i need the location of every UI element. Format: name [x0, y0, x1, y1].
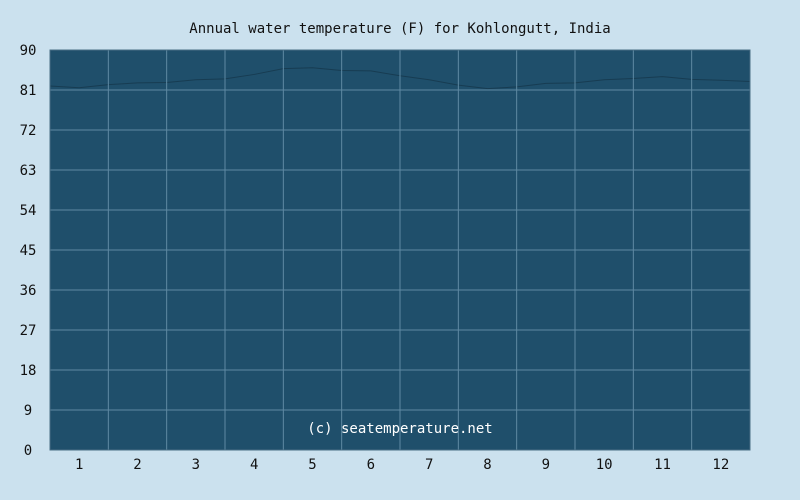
x-tick-label: 11	[654, 457, 671, 473]
y-tick-label: 45	[20, 243, 37, 259]
x-tick-label: 10	[596, 457, 613, 473]
y-tick-label: 0	[24, 443, 32, 459]
x-tick-label: 5	[308, 457, 316, 473]
plot-border	[49, 49, 751, 451]
watermark-text: (c) seatemperature.net	[307, 421, 492, 437]
x-tick-label: 3	[192, 457, 200, 473]
y-tick-label: 18	[20, 363, 37, 379]
y-tick-label: 63	[20, 163, 37, 179]
x-tick-label: 7	[425, 457, 433, 473]
x-tick-label: 6	[367, 457, 375, 473]
x-tick-label: 4	[250, 457, 258, 473]
x-tick-label: 9	[542, 457, 550, 473]
axis-layer	[49, 49, 751, 451]
x-tick-label: 1	[75, 457, 83, 473]
x-axis-ticks: 1 2 3 4 5 6 7 8 9 10 11 12	[75, 457, 729, 473]
x-tick-label: 12	[712, 457, 729, 473]
y-tick-label: 36	[20, 283, 37, 299]
x-tick-label: 8	[483, 457, 491, 473]
y-tick-label: 9	[24, 403, 32, 419]
x-tick-label: 2	[133, 457, 141, 473]
chart-title: Annual water temperature (F) for Kohlong…	[189, 21, 610, 37]
y-tick-label: 54	[20, 203, 37, 219]
y-axis-ticks: 0 9 18 27 36 45 54 63 72 81 90	[20, 43, 37, 459]
y-tick-label: 72	[20, 123, 37, 139]
y-tick-label: 90	[20, 43, 37, 59]
y-tick-label: 27	[20, 323, 37, 339]
y-tick-label: 81	[20, 83, 37, 99]
